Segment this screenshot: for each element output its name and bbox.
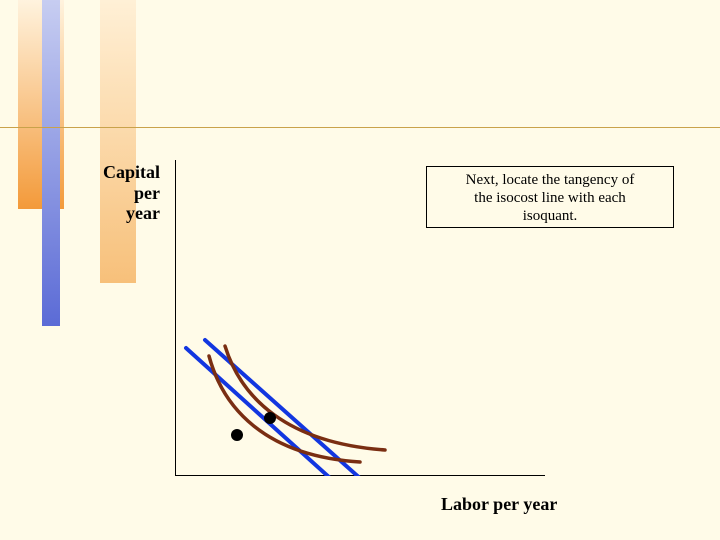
tangency-point bbox=[231, 429, 243, 441]
y-axis-label: Capitalperyear bbox=[103, 162, 160, 224]
isocost-line bbox=[186, 348, 330, 476]
decor-bar bbox=[100, 0, 136, 283]
decor-bar bbox=[42, 0, 60, 326]
isoquant-curve bbox=[225, 346, 385, 450]
x-axis-label: Labor per year bbox=[441, 494, 557, 515]
divider-line bbox=[0, 127, 720, 128]
isoquant-chart bbox=[175, 160, 545, 476]
tangency-point bbox=[264, 412, 276, 424]
